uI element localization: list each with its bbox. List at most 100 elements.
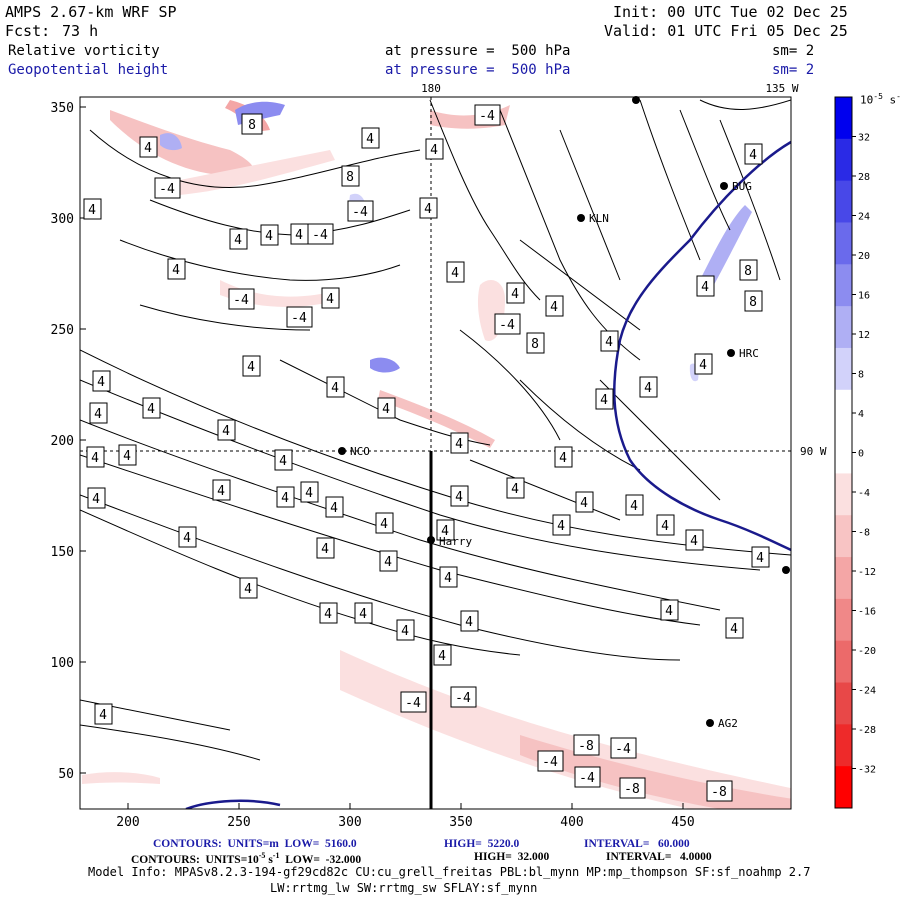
y-tick-label: 100 xyxy=(51,656,74,671)
contour-label: 8 xyxy=(241,113,263,135)
contour-label: 4 xyxy=(300,481,319,503)
colorbar-tick-label: -28 xyxy=(858,725,876,736)
contour-label: 4 xyxy=(326,376,345,398)
height-contour-interval: INTERVAL= 60.000 xyxy=(584,838,690,850)
contour-label: 4 xyxy=(436,519,455,541)
contour-label: 4 xyxy=(595,388,614,410)
colorbar-swatch xyxy=(835,431,852,474)
contour-label: 4 xyxy=(552,514,571,536)
svg-text:4: 4 xyxy=(183,531,191,546)
contour-label: 4 xyxy=(321,287,340,309)
colorbar-swatch xyxy=(835,640,852,684)
lon-label-90w: 90 W xyxy=(800,445,827,458)
svg-text:4: 4 xyxy=(331,381,339,396)
contour-label: 4 xyxy=(361,127,380,149)
svg-text:4: 4 xyxy=(557,519,565,534)
svg-text:4: 4 xyxy=(382,402,390,417)
colorbar-swatch xyxy=(835,264,852,307)
station-ag2: AG2 xyxy=(706,717,738,730)
svg-text:4: 4 xyxy=(91,451,99,466)
colorbar: 32 28 24 20 16 12 8 4 0 -4 -8 -12 -16 -20 -24 -28 -32 xyxy=(834,96,876,809)
colorbar-swatches xyxy=(835,97,852,809)
svg-text:4: 4 xyxy=(384,555,392,570)
contour-label: 4 xyxy=(319,602,338,624)
contour-label: 4 xyxy=(375,512,394,534)
svg-text:4: 4 xyxy=(465,615,473,630)
contour-label: 4 xyxy=(694,353,713,375)
axis-labels: 350 300 250 200 150 100 50 200 250 300 3… xyxy=(51,101,695,830)
contour-label: 4 xyxy=(92,370,111,392)
svg-text:4: 4 xyxy=(438,649,446,664)
contour-label: 4 xyxy=(439,566,458,588)
colorbar-labels: 32 28 24 20 16 12 8 4 0 -4 -8 -12 -16 -20 -24 -28 -32 xyxy=(852,133,876,776)
contour-label: 4 xyxy=(660,599,679,621)
svg-text:-4: -4 xyxy=(312,228,328,243)
contour-label: -8 xyxy=(706,780,733,802)
svg-text:4: 4 xyxy=(234,233,242,248)
contour-label: -4 xyxy=(450,686,477,708)
x-tick-label: 250 xyxy=(227,815,250,830)
vorticity-contour-high: HIGH= 32.000 xyxy=(474,851,550,863)
contour-label: -4 xyxy=(474,104,501,126)
svg-text:4: 4 xyxy=(455,437,463,452)
svg-text:-4: -4 xyxy=(499,318,515,333)
contour-label: 4 xyxy=(89,402,108,424)
colorbar-swatch xyxy=(835,473,852,516)
svg-text:HRC: HRC xyxy=(739,347,759,360)
geopotential-contours xyxy=(185,140,791,809)
y-tick-label: 300 xyxy=(51,212,74,227)
y-tick-label: 200 xyxy=(51,434,74,449)
svg-text:4: 4 xyxy=(665,604,673,619)
colorbar-tick-label: 0 xyxy=(858,449,864,460)
colorbar-tick-label: -4 xyxy=(858,488,870,499)
contour-label: 4 xyxy=(239,577,258,599)
contour-label: 4 xyxy=(178,526,197,548)
svg-text:Harry: Harry xyxy=(439,535,472,548)
svg-text:4: 4 xyxy=(324,607,332,622)
contour-label: 4 xyxy=(450,485,469,507)
colorbar-tick-label: 16 xyxy=(858,291,870,302)
svg-text:4: 4 xyxy=(605,335,613,350)
station-nco: NCO xyxy=(338,445,370,458)
axis-ticks xyxy=(80,106,684,809)
longitude-labels: 180 135 W 90 W xyxy=(421,82,827,458)
contour-label: -4 xyxy=(347,200,374,222)
forecast-label: Fcst: xyxy=(5,22,51,40)
colorbar-tick-label: 24 xyxy=(858,212,870,223)
svg-text:4: 4 xyxy=(144,141,152,156)
contour-label: 4 xyxy=(396,619,415,641)
svg-text:-4: -4 xyxy=(291,311,307,326)
svg-text:4: 4 xyxy=(424,202,432,217)
contour-label: 4 xyxy=(94,703,113,725)
station-marker xyxy=(632,96,640,104)
colorbar-swatch xyxy=(835,97,852,140)
contour-label: 8 xyxy=(744,290,763,312)
svg-text:NCO: NCO xyxy=(350,445,370,458)
svg-text:4: 4 xyxy=(550,300,558,315)
station-layer: KLN BUG HRC NCO Harry AG2 xyxy=(338,96,790,730)
lon-label-180: 180 xyxy=(421,82,441,95)
y-tick-label: 50 xyxy=(58,767,74,782)
contour-label: 4 xyxy=(656,514,675,536)
contour-label-layer: 4 -4 4 4 4 4 -4 8 -4 8 4 4 4 -4 4 -4 4 -… xyxy=(83,104,770,802)
contour-label: -4 xyxy=(574,766,601,788)
colorbar-swatch xyxy=(835,682,852,725)
colorbar-swatch xyxy=(835,389,852,433)
svg-text:4: 4 xyxy=(330,501,338,516)
x-tick-label: 350 xyxy=(449,815,472,830)
svg-text:8: 8 xyxy=(346,170,354,185)
contour-label: 4 xyxy=(506,282,525,304)
contour-label: 4 xyxy=(506,477,525,499)
colorbar-swatch xyxy=(835,766,852,809)
svg-text:4: 4 xyxy=(321,542,329,557)
station-bug: BUG xyxy=(720,180,752,193)
svg-text:4: 4 xyxy=(690,534,698,549)
contour-label: 4 xyxy=(696,275,715,297)
contour-label: -4 xyxy=(286,306,313,328)
svg-text:4: 4 xyxy=(295,228,303,243)
svg-text:4: 4 xyxy=(430,143,438,158)
colorbar-tick-label: 20 xyxy=(858,251,870,262)
svg-text:KLN: KLN xyxy=(589,212,609,225)
svg-text:AG2: AG2 xyxy=(718,717,738,730)
map-frame xyxy=(79,96,792,810)
